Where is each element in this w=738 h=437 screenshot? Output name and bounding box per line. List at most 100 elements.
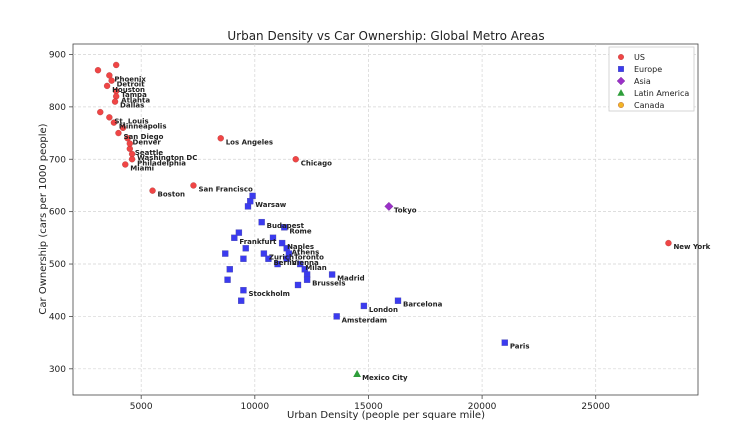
point-label: Tampa [121, 91, 147, 99]
data-point-us [292, 156, 299, 163]
point-label: Chicago [301, 159, 332, 167]
point-label: Paris [510, 343, 530, 351]
point-label: Berlin [273, 259, 296, 267]
point-label: San Diego [123, 133, 163, 141]
point-label: Brussels [312, 280, 345, 288]
point-label: Minneapolis [119, 123, 167, 131]
data-point-us [149, 187, 156, 194]
point-label: Athens [292, 248, 320, 256]
data-point-us [217, 135, 224, 142]
data-point-europe [244, 203, 252, 210]
point-label: Stockholm [248, 290, 289, 298]
y-tick-label: 600 [49, 208, 66, 218]
y-tick-label: 900 [49, 50, 66, 60]
data-point-europe [274, 260, 281, 268]
point-label: Philadelphia [137, 159, 186, 167]
point-label: Naples [287, 243, 314, 251]
data-point-us [97, 108, 104, 116]
data-point-europe [222, 250, 229, 257]
legend-label: Latin America [634, 89, 689, 98]
point-label: San Francisco [198, 185, 253, 193]
data-point-us [190, 182, 197, 189]
y-axis-label: Car Ownership (cars per 1000 people) [38, 123, 49, 314]
y-tick-label: 300 [49, 365, 66, 375]
plot-area [72, 43, 699, 396]
point-label: Mexico City [362, 374, 408, 382]
legend-marker [618, 54, 624, 60]
data-point-europe [394, 297, 402, 304]
data-point-europe [283, 255, 290, 262]
data-point-europe [281, 224, 288, 231]
point-label: Washington DC [137, 154, 197, 162]
point-label: Houston [112, 86, 145, 94]
data-point-europe [328, 271, 336, 278]
point-label: London [369, 306, 398, 314]
data-point-us [124, 135, 131, 142]
data-point-us [119, 124, 127, 131]
data-point-europe [224, 276, 231, 283]
legend-label: US [634, 53, 645, 62]
point-label: Madrid [337, 275, 365, 283]
data-point-europe [269, 234, 277, 241]
chart-title: Urban Density vs Car Ownership: Global M… [227, 29, 544, 43]
x-tick-label: 20000 [468, 402, 497, 412]
data-point-europe [240, 287, 247, 294]
data-point-latin-america [353, 369, 361, 378]
data-point-us [106, 72, 113, 79]
y-tick-label: 500 [49, 260, 66, 270]
data-point-us [103, 82, 111, 90]
x-tick-label: 5000 [130, 402, 153, 412]
data-point-europe [303, 276, 311, 283]
x-tick-label: 15000 [354, 402, 383, 412]
legend-marker [616, 76, 626, 86]
data-point-us [108, 77, 115, 84]
x-tick-label: 10000 [240, 402, 269, 412]
data-point-us [128, 156, 136, 163]
point-label: Phoenix [114, 75, 146, 83]
data-point-europe [258, 218, 265, 226]
point-label: Tokyo [394, 206, 417, 214]
y-tick-label: 700 [49, 155, 66, 165]
data-point-europe [501, 339, 508, 346]
point-label: Budapest [267, 222, 305, 230]
data-point-us [113, 61, 120, 69]
legend-marker [618, 66, 624, 72]
data-point-europe [231, 234, 238, 241]
point-label: Dallas [120, 102, 144, 110]
data-point-europe [235, 229, 243, 236]
data-point-europe [226, 266, 233, 273]
grid-lines [73, 44, 698, 395]
x-axis-label: Urban Density (people per square mile) [287, 410, 485, 421]
data-point-us [111, 98, 119, 105]
legend: US Europe Asia Latin America Canada [608, 46, 695, 112]
data-point-us [94, 67, 102, 74]
point-label: Barcelona [403, 301, 443, 309]
data-point-europe [360, 302, 368, 310]
point-label: Denver [133, 138, 162, 146]
legend-marker [617, 89, 625, 96]
legend-label: Canada [634, 101, 665, 110]
y-tick-label: 800 [49, 103, 66, 113]
point-label: Boston [158, 191, 185, 199]
data-point-us [665, 239, 672, 247]
point-label: Atlanta [121, 96, 150, 104]
point-label: New York [673, 243, 710, 251]
point-label: Frankfurt [239, 238, 277, 246]
point-label: Vienna [292, 259, 319, 267]
data-point-europe [294, 281, 302, 289]
data-point-us [126, 140, 133, 147]
data-point-europe [297, 260, 304, 268]
legend-marker [618, 102, 624, 108]
data-point-europe [242, 245, 249, 252]
point-label: Seattle [135, 149, 164, 157]
data-point-europe [240, 255, 247, 262]
data-point-us [115, 129, 122, 137]
y-tick-label: 400 [49, 312, 66, 322]
point-label: Detroit [117, 81, 146, 89]
data-point-europe [278, 239, 286, 247]
data-point-us [122, 161, 129, 168]
legend-label: Asia [634, 77, 651, 86]
point-label: Rome [289, 227, 311, 235]
